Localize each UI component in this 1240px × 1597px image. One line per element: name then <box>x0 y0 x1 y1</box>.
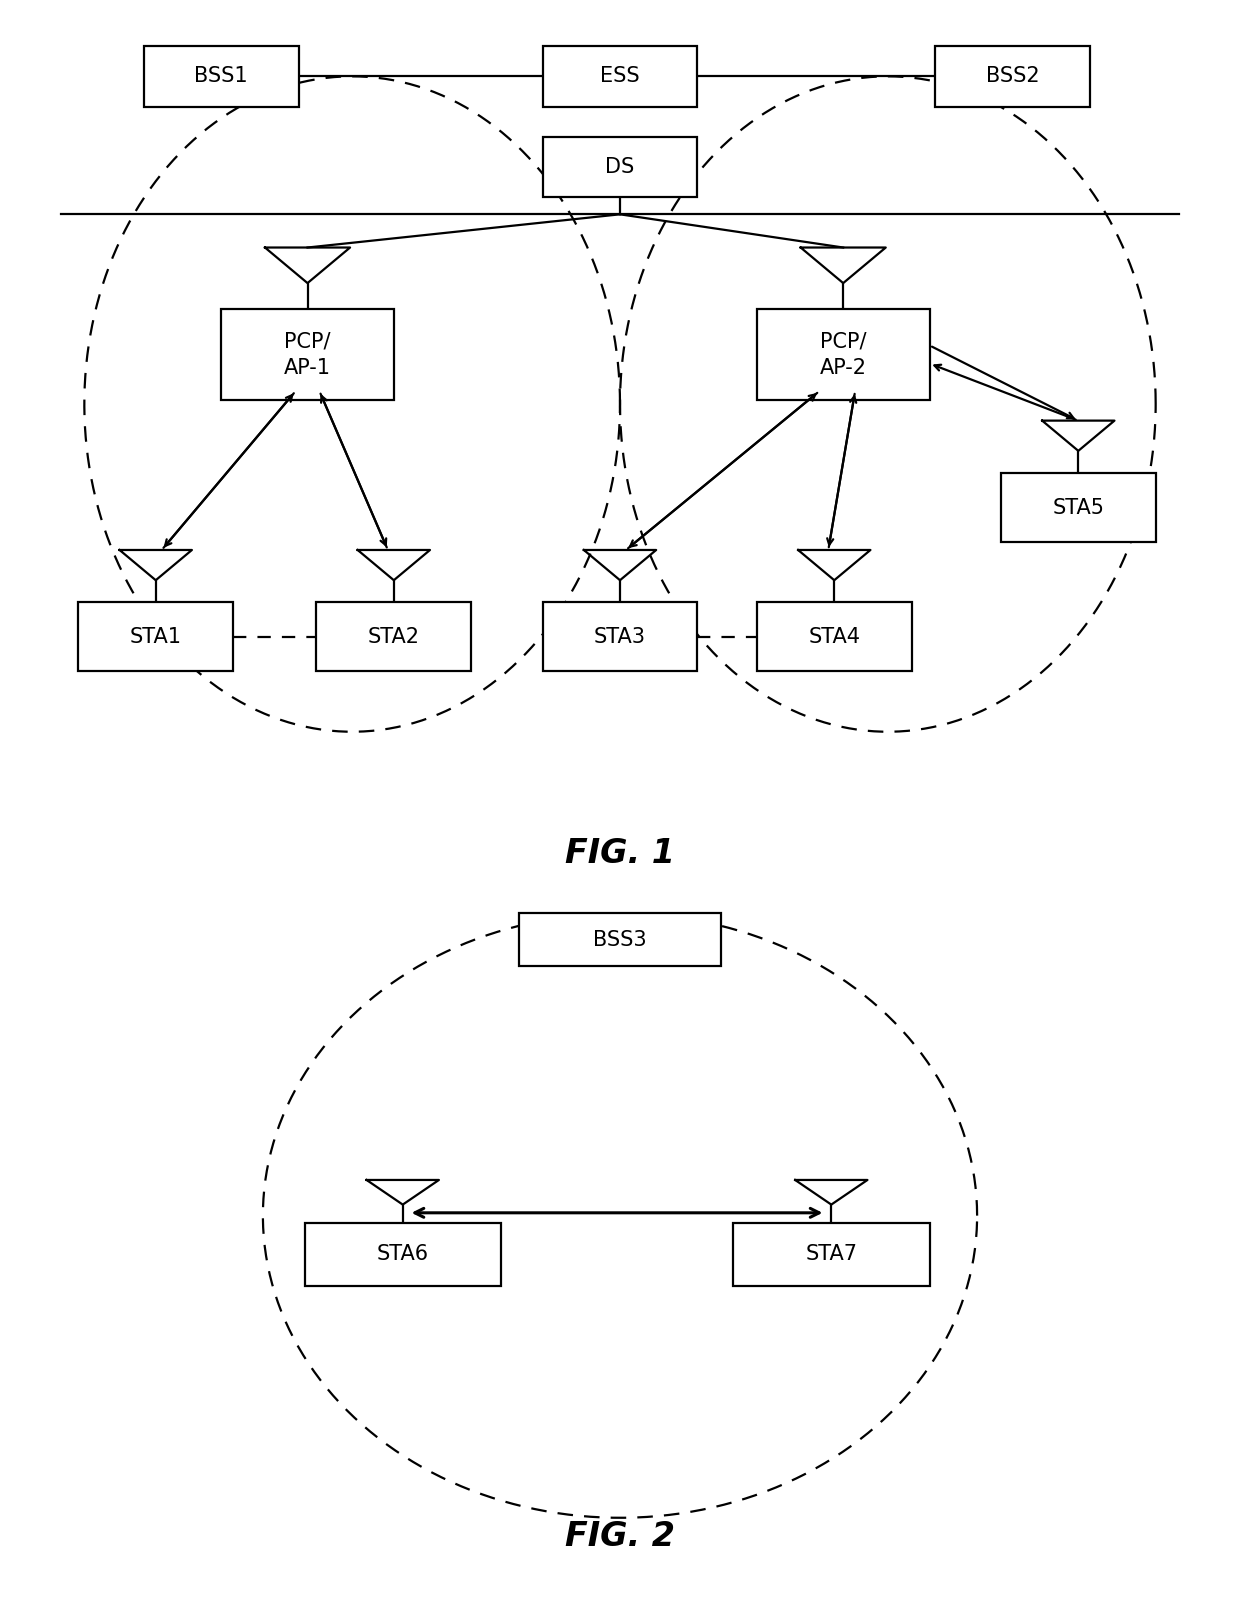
FancyBboxPatch shape <box>518 913 722 966</box>
Text: BSS3: BSS3 <box>593 929 647 950</box>
FancyBboxPatch shape <box>144 46 299 107</box>
Text: STA7: STA7 <box>805 1244 857 1265</box>
FancyBboxPatch shape <box>733 1223 930 1286</box>
FancyBboxPatch shape <box>756 310 930 399</box>
Text: BSS2: BSS2 <box>986 67 1039 86</box>
Text: STA5: STA5 <box>1053 498 1105 517</box>
FancyBboxPatch shape <box>543 46 697 107</box>
Text: STA6: STA6 <box>377 1244 429 1265</box>
Text: STA1: STA1 <box>130 628 182 647</box>
FancyBboxPatch shape <box>221 310 394 399</box>
Text: PCP/
AP-1: PCP/ AP-1 <box>284 331 331 377</box>
Text: PCP/
AP-2: PCP/ AP-2 <box>820 331 867 377</box>
FancyBboxPatch shape <box>543 137 697 196</box>
Text: DS: DS <box>605 157 635 177</box>
FancyBboxPatch shape <box>935 46 1090 107</box>
FancyBboxPatch shape <box>78 602 233 671</box>
FancyBboxPatch shape <box>1001 473 1156 541</box>
Text: ESS: ESS <box>600 67 640 86</box>
Text: BSS1: BSS1 <box>195 67 248 86</box>
Text: FIG. 2: FIG. 2 <box>565 1520 675 1552</box>
FancyBboxPatch shape <box>305 1223 501 1286</box>
FancyBboxPatch shape <box>543 602 697 671</box>
Text: STA4: STA4 <box>808 628 861 647</box>
FancyBboxPatch shape <box>316 602 471 671</box>
FancyBboxPatch shape <box>756 602 911 671</box>
Text: STA3: STA3 <box>594 628 646 647</box>
Text: STA2: STA2 <box>368 628 420 647</box>
Text: FIG. 1: FIG. 1 <box>565 837 675 870</box>
